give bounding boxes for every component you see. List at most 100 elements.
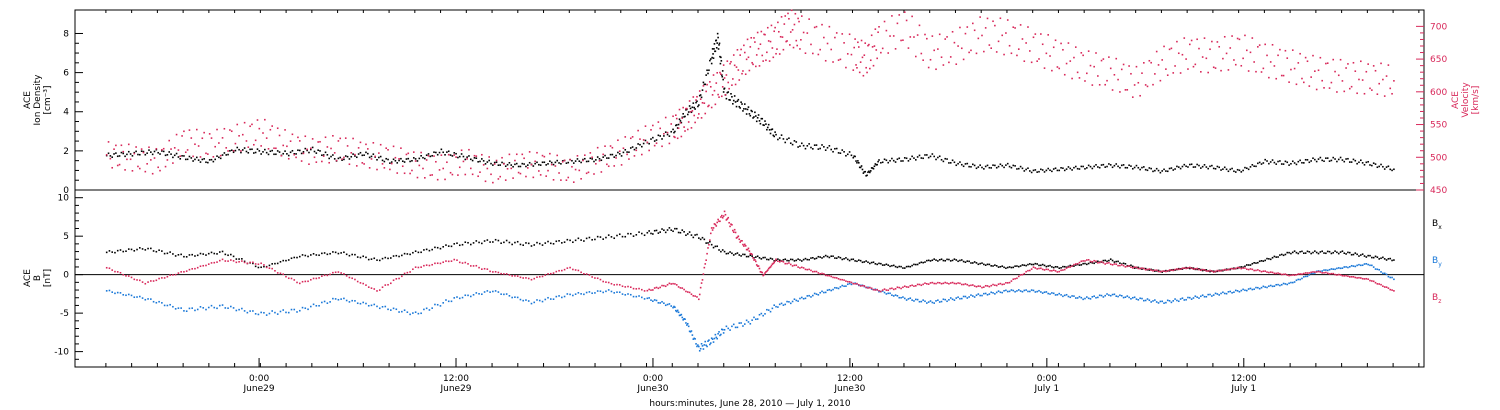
velocity-point xyxy=(536,151,538,154)
velocity-point xyxy=(1258,44,1261,46)
by-point xyxy=(1025,289,1027,291)
density-point xyxy=(109,155,112,157)
bx-point xyxy=(1282,254,1285,257)
bx-point xyxy=(979,262,981,265)
top-left-ytick-label: 2 xyxy=(63,147,69,157)
density-point xyxy=(368,156,371,159)
density-point xyxy=(508,161,511,164)
by-point xyxy=(700,343,703,345)
bz-point xyxy=(761,271,764,274)
velocity-point xyxy=(326,146,329,148)
density-point xyxy=(302,151,305,153)
bz-point xyxy=(789,263,792,266)
velocity-point xyxy=(363,163,365,165)
bz-point xyxy=(412,268,414,271)
by-point xyxy=(1128,296,1130,299)
bz-point xyxy=(1297,273,1300,275)
velocity-point xyxy=(304,135,307,138)
bz-point xyxy=(138,279,141,282)
velocity-point xyxy=(755,65,757,68)
by-point xyxy=(163,304,166,307)
bx-point xyxy=(1124,263,1127,265)
velocity-point xyxy=(249,125,251,128)
density-point xyxy=(1343,160,1346,163)
bz-point xyxy=(1339,274,1342,276)
by-point xyxy=(1205,295,1208,298)
by-point xyxy=(675,309,677,312)
by-point xyxy=(970,294,972,296)
bz-point xyxy=(166,275,169,278)
bx-point xyxy=(442,246,445,248)
velocity-point xyxy=(523,157,525,160)
density-point xyxy=(1371,164,1373,167)
by-point xyxy=(1052,292,1055,295)
density-point xyxy=(786,138,788,141)
density-point xyxy=(856,161,858,164)
density-point xyxy=(714,50,717,53)
by-point xyxy=(975,294,978,297)
by-point xyxy=(1245,289,1248,292)
velocity-point xyxy=(771,47,774,49)
velocity-point xyxy=(883,20,886,23)
velocity-point xyxy=(1244,34,1246,37)
bz-point xyxy=(163,277,166,279)
by-point xyxy=(1194,295,1197,298)
velocity-point xyxy=(170,148,172,150)
by-point xyxy=(711,338,714,340)
bz-point xyxy=(1098,261,1101,264)
bx-point xyxy=(903,267,906,269)
density-point xyxy=(135,150,137,153)
by-point xyxy=(720,328,723,331)
by-point xyxy=(697,344,699,346)
density-point xyxy=(1091,167,1094,170)
density-point xyxy=(675,124,678,126)
density-point xyxy=(330,155,332,158)
bx-point xyxy=(1293,250,1296,252)
density-point xyxy=(1352,158,1355,161)
density-point xyxy=(622,151,625,154)
bx-point xyxy=(591,238,593,241)
density-point xyxy=(164,154,167,157)
density-point xyxy=(1374,163,1377,165)
bz-point xyxy=(744,245,747,247)
by-point xyxy=(456,296,458,298)
by-point xyxy=(806,295,809,297)
bz-point xyxy=(1008,281,1011,284)
velocity-point xyxy=(653,144,656,147)
bx-point xyxy=(544,242,547,244)
bz-point xyxy=(743,245,745,247)
density-point xyxy=(181,155,183,157)
velocity-point xyxy=(698,113,700,115)
bottom-left-ylabel-line2: B xyxy=(33,275,43,281)
bx-point xyxy=(778,259,781,261)
by-point xyxy=(1222,291,1224,294)
velocity-point xyxy=(1372,65,1375,67)
velocity-point xyxy=(547,169,549,172)
by-point xyxy=(690,330,693,332)
bx-point xyxy=(150,247,152,250)
bz-point xyxy=(1190,267,1193,270)
density-point xyxy=(1058,169,1061,172)
density-point xyxy=(295,153,297,155)
density-point xyxy=(600,159,603,162)
by-point xyxy=(547,296,549,299)
density-point xyxy=(111,156,114,158)
density-point xyxy=(319,150,321,152)
velocity-point xyxy=(1095,52,1097,54)
bx-point xyxy=(657,232,660,234)
velocity-point xyxy=(1177,52,1180,55)
velocity-point xyxy=(1155,50,1158,53)
by-point xyxy=(326,302,329,304)
bx-point xyxy=(152,250,155,252)
bz-point xyxy=(158,277,160,280)
bz-point xyxy=(1347,275,1349,278)
bz-point xyxy=(1097,262,1099,264)
velocity-point xyxy=(539,174,542,176)
by-point xyxy=(773,304,776,307)
density-point xyxy=(774,131,776,133)
velocity-point xyxy=(1113,73,1116,76)
by-point xyxy=(663,302,665,305)
density-point xyxy=(1082,165,1084,168)
bottom-legend: Bx By Bz xyxy=(1432,219,1442,305)
density-point xyxy=(1365,161,1368,164)
